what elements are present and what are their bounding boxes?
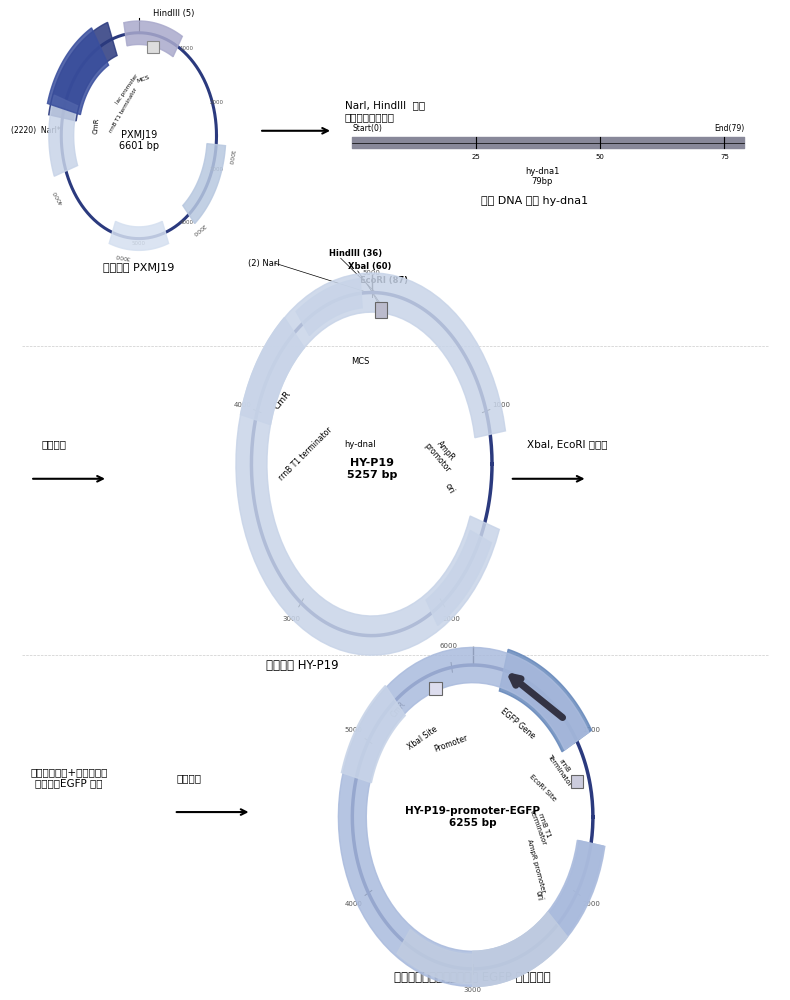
Text: rrnB
Terminator: rrnB Terminator — [546, 749, 578, 787]
Polygon shape — [499, 649, 592, 752]
Text: 6000: 6000 — [440, 643, 457, 649]
Polygon shape — [426, 530, 491, 625]
Text: lac promoter: lac promoter — [115, 73, 139, 105]
Polygon shape — [472, 912, 567, 987]
Polygon shape — [240, 318, 304, 425]
Text: EcoRI Site: EcoRI Site — [528, 773, 557, 802]
Text: 4000: 4000 — [180, 220, 194, 225]
Polygon shape — [124, 21, 182, 57]
Text: 体外重组: 体外重组 — [177, 773, 201, 783]
Polygon shape — [296, 279, 363, 336]
Text: 25: 25 — [472, 154, 481, 160]
Polygon shape — [109, 221, 168, 250]
Text: 体外重组: 体外重组 — [41, 439, 66, 449]
FancyBboxPatch shape — [375, 302, 387, 318]
Polygon shape — [341, 686, 405, 783]
Polygon shape — [49, 22, 117, 121]
Text: rrnB T1 terminator: rrnB T1 terminator — [277, 426, 334, 483]
Text: MCS: MCS — [351, 357, 369, 366]
Text: 4000: 4000 — [234, 402, 251, 408]
Text: MCS: MCS — [136, 74, 150, 84]
Text: XbaI (60): XbaI (60) — [348, 262, 392, 271]
Text: 2000: 2000 — [442, 616, 461, 622]
Text: 一系列启动子带有标记基因 EGFP 的探测载体: 一系列启动子带有标记基因 EGFP 的探测载体 — [394, 971, 551, 984]
Text: 50: 50 — [596, 154, 605, 160]
Text: rrnB T1
terminator: rrnB T1 terminator — [529, 807, 553, 846]
Text: lacIq
promoter: lacIq promoter — [167, 89, 195, 111]
Text: PXMJ19
6601 bp: PXMJ19 6601 bp — [118, 130, 159, 151]
Text: (2220)  NarI*: (2220) NarI* — [11, 126, 61, 135]
Text: hy-dna1
79bp: hy-dna1 79bp — [525, 167, 559, 186]
Text: 原始质粒 PXMJ19: 原始质粒 PXMJ19 — [103, 263, 175, 273]
Text: 5000: 5000 — [344, 727, 363, 733]
Text: Start(0): Start(0) — [352, 124, 382, 133]
Text: ori: ori — [533, 890, 544, 901]
Text: NarI, HindIII  双酶
切，酶切回收产物: NarI, HindIII 双酶 切，酶切回收产物 — [344, 100, 425, 122]
Text: HindIII (36): HindIII (36) — [329, 249, 382, 258]
Text: 3000: 3000 — [209, 167, 224, 172]
Text: hy-dnaI: hy-dnaI — [344, 440, 376, 449]
Text: 2000: 2000 — [209, 100, 224, 105]
Text: HY-P19-promoter-EGFP
6255 bp: HY-P19-promoter-EGFP 6255 bp — [405, 806, 540, 828]
Text: ori: ori — [442, 482, 456, 496]
Text: 4000: 4000 — [344, 901, 363, 907]
Text: 4000: 4000 — [52, 189, 64, 205]
Polygon shape — [236, 273, 506, 655]
FancyBboxPatch shape — [147, 41, 160, 53]
Text: 酶切回收产物+系列合成启
动子片、EGFP 片段: 酶切回收产物+系列合成启 动子片、EGFP 片段 — [30, 767, 107, 789]
Text: 75: 75 — [720, 154, 729, 160]
Text: 构建质粒 HY-P19: 构建质粒 HY-P19 — [265, 659, 338, 672]
Text: HindIII (5): HindIII (5) — [153, 9, 194, 18]
Text: 1000: 1000 — [227, 149, 235, 165]
Text: 3000: 3000 — [115, 253, 131, 260]
Text: 5000: 5000 — [363, 270, 381, 276]
Text: End(79): End(79) — [714, 124, 744, 133]
Polygon shape — [397, 929, 472, 984]
Polygon shape — [47, 28, 108, 115]
Polygon shape — [49, 95, 77, 176]
Text: 1000: 1000 — [582, 727, 600, 733]
Text: CmR: CmR — [92, 117, 100, 134]
Text: 3000: 3000 — [283, 616, 301, 622]
Polygon shape — [549, 841, 604, 935]
Text: EGFP Gene: EGFP Gene — [498, 707, 536, 741]
Text: 1000: 1000 — [180, 46, 194, 51]
Text: EcoRI (87): EcoRI (87) — [360, 276, 408, 285]
Text: 3000: 3000 — [464, 987, 482, 993]
Text: CmR: CmR — [273, 389, 293, 411]
Text: rrnB T1 terminator: rrnB T1 terminator — [108, 87, 138, 133]
Text: AmpR
promotor: AmpR promotor — [423, 434, 461, 474]
Polygon shape — [182, 144, 225, 224]
Text: AmpR promoter: AmpR promoter — [526, 839, 546, 893]
Text: HY-P19
5257 bp: HY-P19 5257 bp — [347, 458, 397, 480]
FancyBboxPatch shape — [571, 775, 583, 788]
Text: 1000: 1000 — [492, 402, 510, 408]
Text: 合成 DNA 片段 hy-dna1: 合成 DNA 片段 hy-dna1 — [481, 196, 589, 206]
Text: 2000: 2000 — [583, 901, 600, 907]
Text: XbaI, EcoRI 双酶切: XbaI, EcoRI 双酶切 — [527, 439, 608, 449]
Text: 5000: 5000 — [132, 241, 146, 246]
FancyBboxPatch shape — [430, 682, 442, 695]
Text: 2000: 2000 — [191, 223, 206, 236]
Text: (2) NarI: (2) NarI — [247, 259, 280, 268]
Polygon shape — [338, 647, 605, 987]
Text: XbaI Site: XbaI Site — [405, 725, 438, 752]
Text: CmR: CmR — [389, 699, 408, 719]
Text: Promoter: Promoter — [433, 733, 469, 754]
